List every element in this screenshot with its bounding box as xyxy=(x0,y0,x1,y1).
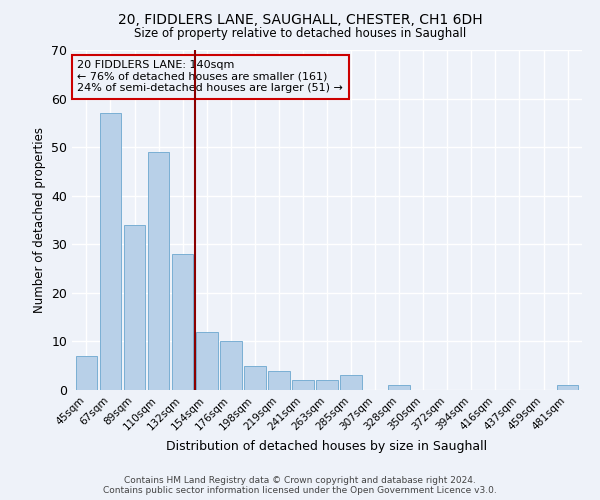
Text: Contains HM Land Registry data © Crown copyright and database right 2024.
Contai: Contains HM Land Registry data © Crown c… xyxy=(103,476,497,495)
Bar xyxy=(316,380,338,390)
X-axis label: Distribution of detached houses by size in Saughall: Distribution of detached houses by size … xyxy=(166,440,488,453)
Y-axis label: Number of detached properties: Number of detached properties xyxy=(32,127,46,313)
Bar xyxy=(148,152,169,390)
Bar xyxy=(76,356,97,390)
Bar xyxy=(292,380,314,390)
Bar xyxy=(340,376,362,390)
Bar xyxy=(244,366,266,390)
Bar xyxy=(172,254,193,390)
Bar xyxy=(100,113,121,390)
Bar xyxy=(220,342,242,390)
Bar xyxy=(268,370,290,390)
Text: Size of property relative to detached houses in Saughall: Size of property relative to detached ho… xyxy=(134,28,466,40)
Text: 20, FIDDLERS LANE, SAUGHALL, CHESTER, CH1 6DH: 20, FIDDLERS LANE, SAUGHALL, CHESTER, CH… xyxy=(118,12,482,26)
Bar xyxy=(196,332,218,390)
Bar xyxy=(124,225,145,390)
Bar xyxy=(557,385,578,390)
Bar xyxy=(388,385,410,390)
Text: 20 FIDDLERS LANE: 140sqm
← 76% of detached houses are smaller (161)
24% of semi-: 20 FIDDLERS LANE: 140sqm ← 76% of detach… xyxy=(77,60,343,94)
